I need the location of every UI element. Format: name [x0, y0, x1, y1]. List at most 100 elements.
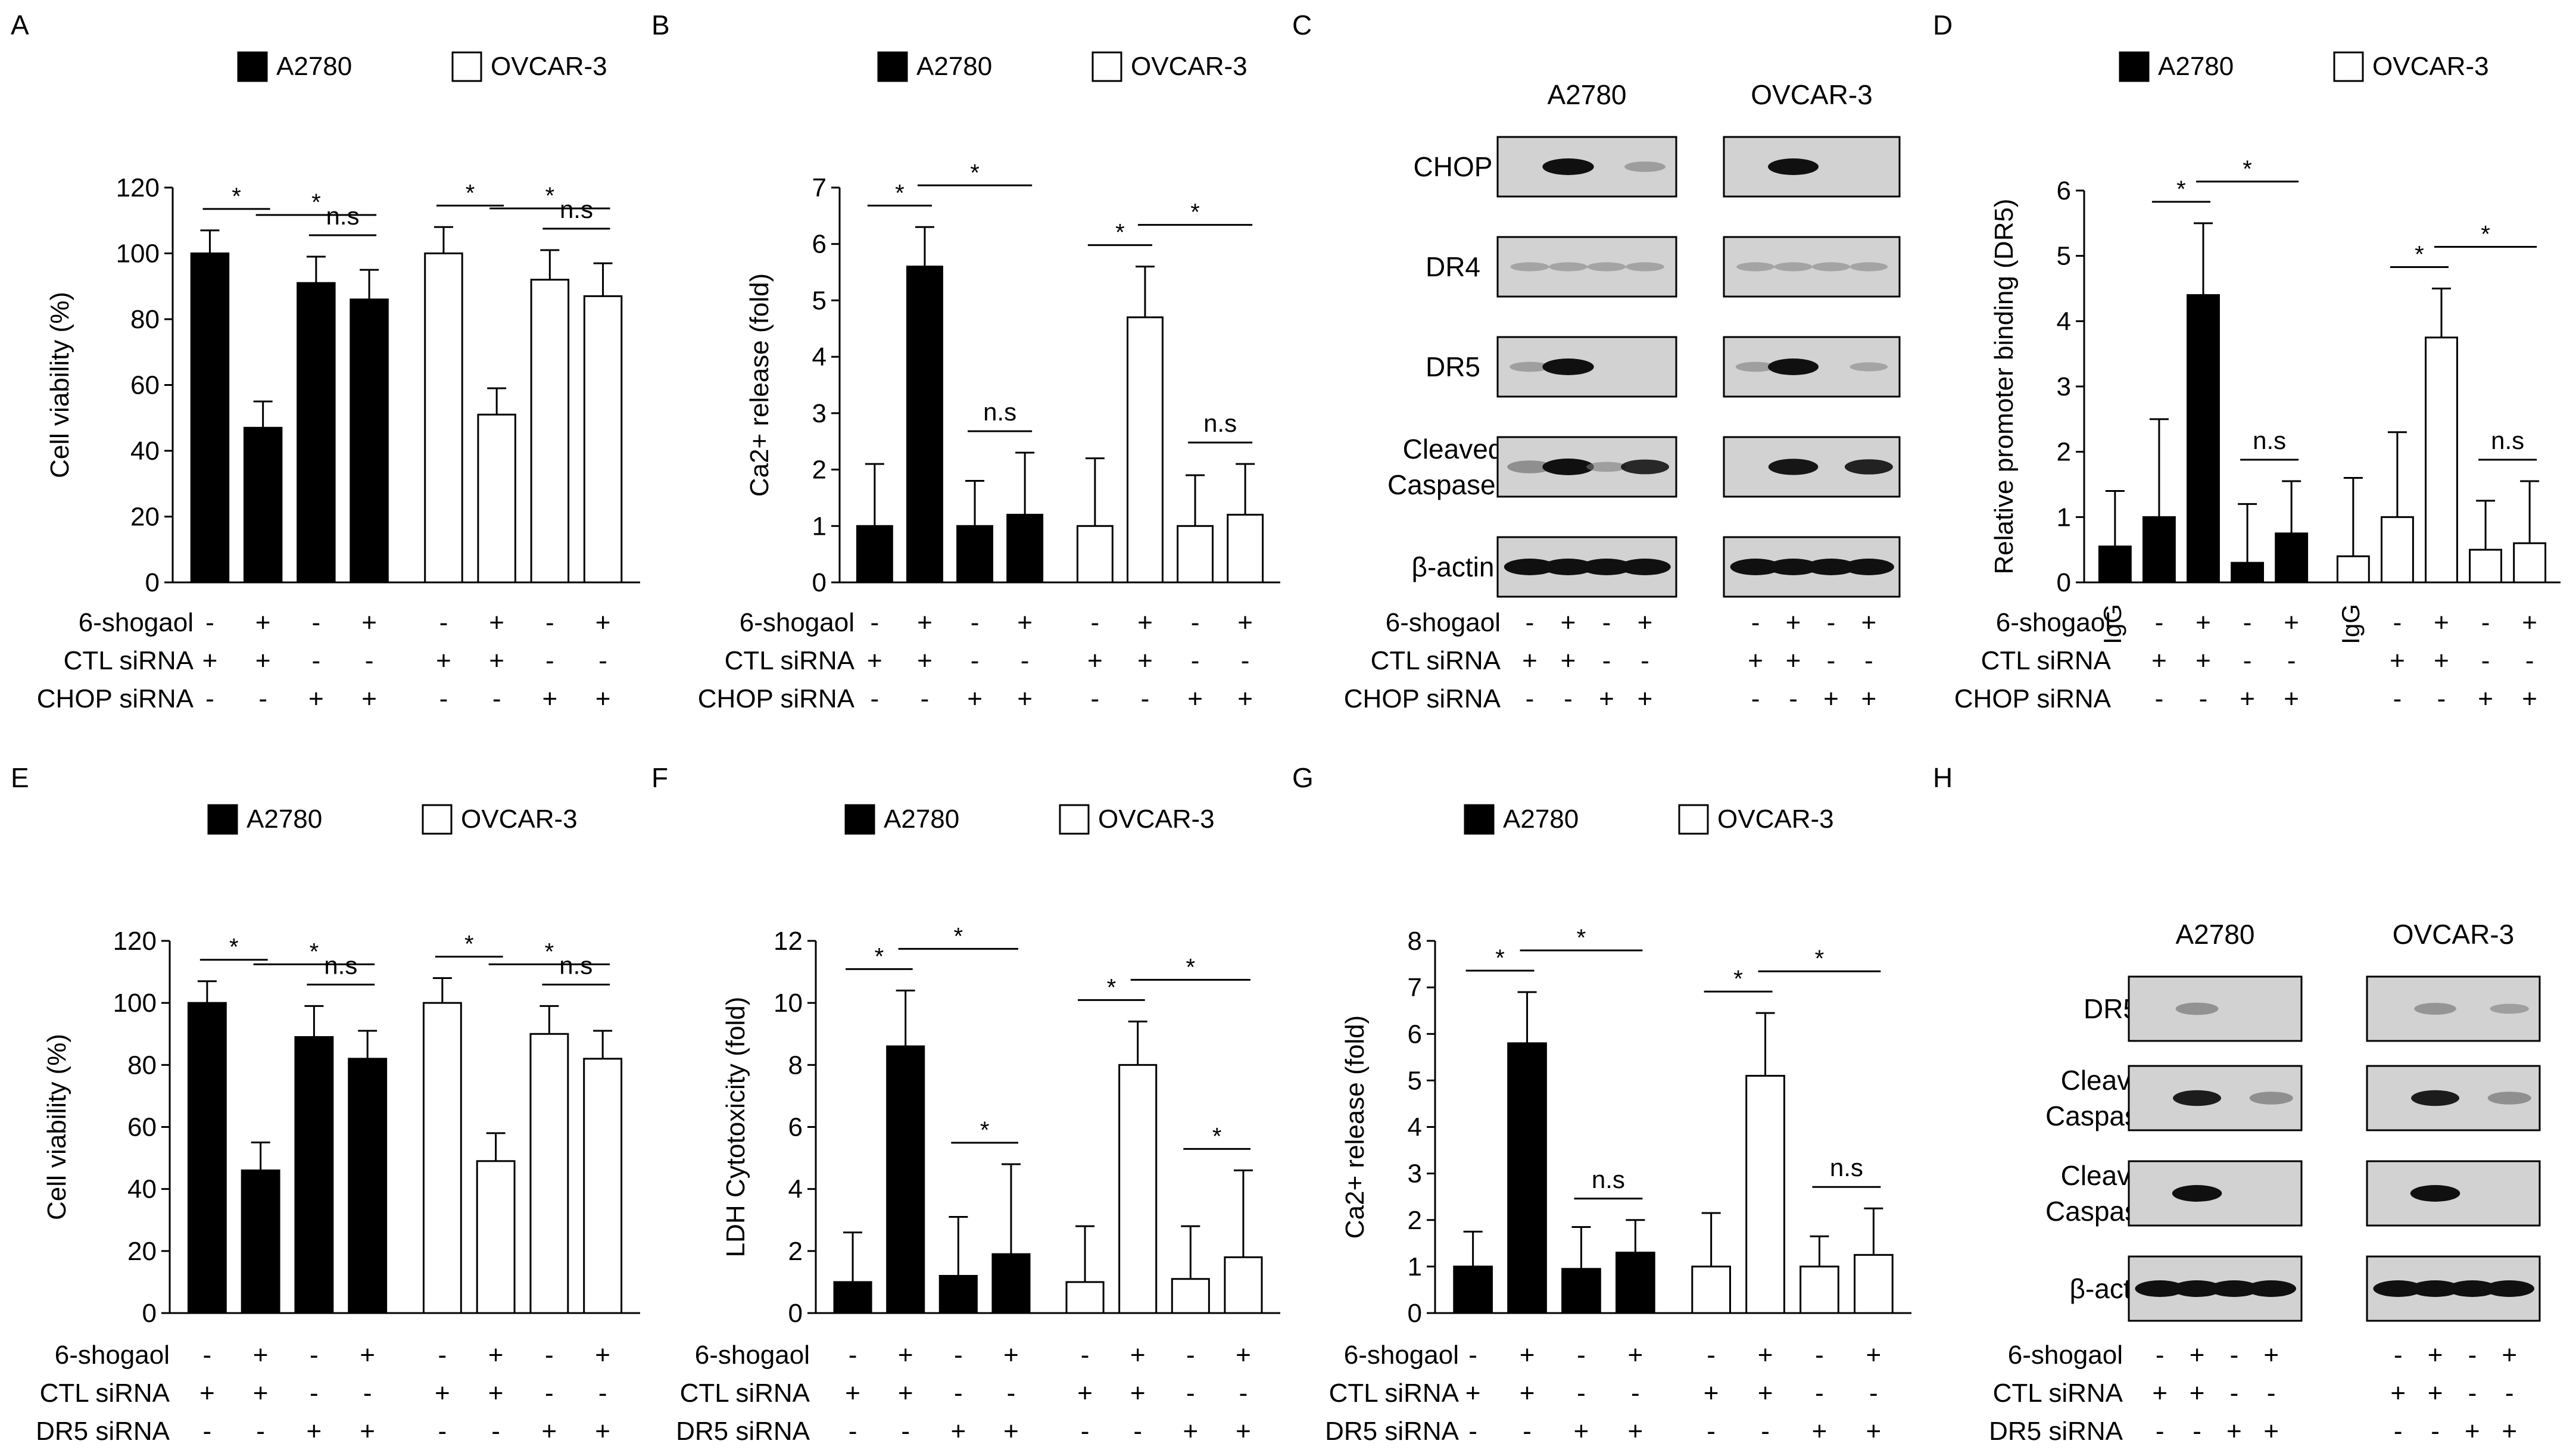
legend-label-ovcar3: OVCAR-3	[1098, 805, 1215, 834]
bar-ovcar-3-2	[1171, 1278, 1210, 1314]
condition-sign: +	[2226, 1417, 2242, 1446]
legend-swatch-hollow	[1059, 804, 1090, 835]
blot-band	[1549, 262, 1588, 272]
blot-panel-c: A2780 OVCAR-3 CHOP DR4 DR5 Cleaved Caspase 3 β-…	[1344, 79, 1901, 713]
y-axis-title: Relative promoter binding (DR5)	[1989, 199, 2019, 575]
significance-star: *	[1212, 1123, 1222, 1149]
bar-ovcar-3-2	[530, 279, 570, 584]
condition-sign: +	[1786, 646, 1801, 675]
condition-sign: -	[1191, 646, 1200, 675]
bar-a2780-1	[241, 1169, 280, 1314]
condition-sign: -	[1081, 1417, 1090, 1446]
blot-band	[1587, 262, 1626, 272]
condition-sign: -	[2156, 1340, 2165, 1370]
blot-band	[1586, 462, 1627, 472]
condition-label-2: CHOP siRNA	[1344, 684, 1501, 713]
significance-star: *	[311, 189, 321, 216]
significance-star: *	[954, 923, 963, 949]
significance-star: *	[1733, 966, 1743, 992]
bar-a2780-3	[991, 1253, 1031, 1314]
bar-a2780-3	[350, 298, 389, 584]
blot-band	[2249, 1092, 2293, 1105]
igg-label: IgG	[2098, 604, 2126, 644]
y-tick-label: 120	[116, 173, 160, 202]
chart-panel-d: A2780 OVCAR-3 0 1 2 3 4 5 6 Relative promoter bin…	[1954, 51, 2561, 713]
condition-sign: +	[1861, 608, 1877, 637]
blot-band	[2487, 1092, 2531, 1105]
condition-sign: +	[1628, 1340, 1643, 1370]
blot-band	[2410, 1280, 2460, 1297]
condition-sign: +	[1130, 1340, 1146, 1370]
significance-star: *	[466, 180, 475, 206]
significance-ns-label: n.s	[1830, 1153, 1863, 1181]
blot-group-label: OVCAR-3	[1751, 79, 1872, 110]
condition-sign: -	[1789, 684, 1798, 713]
blot-band	[1621, 459, 1669, 475]
condition-sign: +	[1520, 1379, 1535, 1408]
condition-label-2: CHOP siRNA	[37, 684, 194, 713]
condition-label-1: CTL siRNA	[1993, 1379, 2123, 1408]
y-tick-label: 80	[130, 305, 160, 334]
condition-sign: -	[438, 1417, 447, 1446]
blot-band	[2411, 1090, 2460, 1106]
blot-band	[2447, 1280, 2497, 1297]
blot-band	[1619, 559, 1671, 575]
blot-band	[2246, 1280, 2297, 1297]
legend-label-ovcar3: OVCAR-3	[1131, 52, 1248, 81]
bar-a2780-0	[2098, 545, 2132, 584]
condition-sign: +	[1638, 684, 1653, 713]
blot-band	[1626, 262, 1664, 272]
condition-sign: -	[1091, 684, 1100, 713]
bar-a2780-1	[906, 266, 943, 584]
condition-sign: -	[921, 684, 930, 713]
condition-sign: +	[253, 1340, 269, 1370]
condition-label-1: CTL siRNA	[1371, 646, 1501, 675]
condition-sign: +	[2522, 684, 2537, 713]
y-tick-label: 1	[812, 512, 827, 541]
significance-star: *	[2243, 156, 2252, 182]
significance-star: *	[545, 938, 554, 965]
condition-sign: -	[1641, 646, 1649, 675]
condition-sign: -	[871, 608, 880, 637]
condition-sign: +	[2428, 1340, 2443, 1370]
condition-sign: -	[1186, 1379, 1195, 1408]
condition-label-0: 6-shogaol	[1386, 608, 1501, 637]
condition-sign: -	[1707, 1417, 1716, 1446]
condition-sign: +	[898, 1340, 913, 1370]
condition-sign: -	[871, 684, 880, 713]
igg-label: IgG	[2337, 604, 2365, 644]
condition-sign: -	[2431, 1417, 2440, 1446]
y-tick-label: 1	[2057, 503, 2071, 532]
condition-sign: +	[2195, 608, 2211, 637]
y-tick-label: 1	[1408, 1252, 1422, 1281]
condition-sign: +	[1628, 1417, 1643, 1446]
condition-sign: -	[312, 646, 321, 675]
legend-label-a2780: A2780	[276, 52, 352, 81]
condition-sign: +	[1130, 1379, 1146, 1408]
condition-sign: +	[2465, 1417, 2480, 1446]
y-tick-label: 4	[812, 342, 827, 372]
bar-a2780-0	[190, 252, 230, 584]
y-tick-label: 0	[145, 568, 160, 597]
blot-band	[2172, 1185, 2222, 1202]
condition-sign: -	[2267, 1379, 2276, 1408]
bar-ovcar-3-1	[477, 413, 516, 584]
significance-ns-label: n.s	[1203, 409, 1237, 437]
condition-sign: +	[361, 684, 377, 713]
y-tick-label: 100	[113, 989, 157, 1018]
legend-label-a2780: A2780	[247, 805, 322, 834]
condition-sign: -	[598, 1379, 607, 1408]
bar-ovcar-3-4	[2513, 542, 2547, 584]
significance-star: *	[1495, 945, 1505, 971]
blot-band	[1774, 262, 1813, 272]
condition-sign: -	[1081, 1340, 1090, 1370]
condition-sign: +	[2390, 646, 2405, 675]
condition-sign: +	[488, 1340, 504, 1370]
condition-sign: +	[360, 1340, 375, 1370]
condition-sign: -	[1526, 684, 1535, 713]
condition-sign: +	[595, 1417, 610, 1446]
significance-star: *	[2415, 242, 2424, 268]
y-tick-label: 4	[2057, 307, 2071, 336]
y-tick-label: 6	[2057, 176, 2071, 205]
